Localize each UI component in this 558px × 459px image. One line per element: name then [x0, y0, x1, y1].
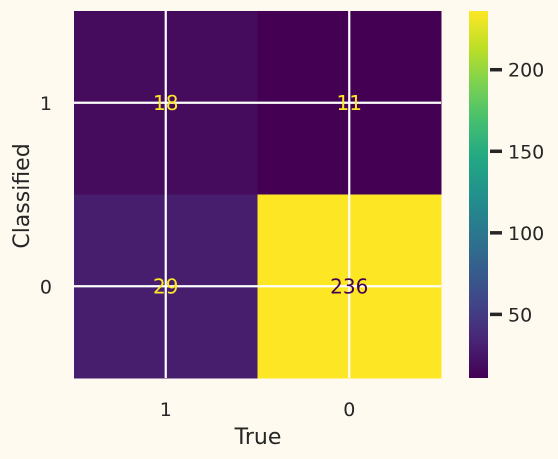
x-tick-label: 1 — [160, 399, 172, 421]
y-tick-label: 0 — [40, 276, 52, 298]
y-axis-ticks: 10 — [40, 93, 52, 299]
x-tick-label: 0 — [343, 399, 355, 421]
y-axis-label: Classified — [10, 143, 35, 248]
gridlines — [74, 11, 441, 378]
heatmap-cells — [74, 11, 442, 379]
cell-value-label: 29 — [153, 274, 178, 298]
cell-value-label: 18 — [153, 91, 178, 115]
y-tick-label: 1 — [40, 93, 52, 115]
cell-value-label: 11 — [337, 91, 362, 115]
cell-value-label: 236 — [330, 274, 368, 298]
colorbar-tick-label: 100 — [508, 223, 544, 245]
colorbar-tick-label: 200 — [508, 60, 544, 82]
cell-value-labels: 18 11 29 236 — [153, 91, 368, 299]
x-axis-label: True — [234, 425, 282, 450]
colorbar — [469, 11, 488, 378]
colorbar-tick-label: 150 — [508, 141, 544, 163]
colorbar-tick-label: 50 — [508, 304, 532, 326]
colorbar-ticks: 50 100 150 200 — [490, 60, 544, 326]
